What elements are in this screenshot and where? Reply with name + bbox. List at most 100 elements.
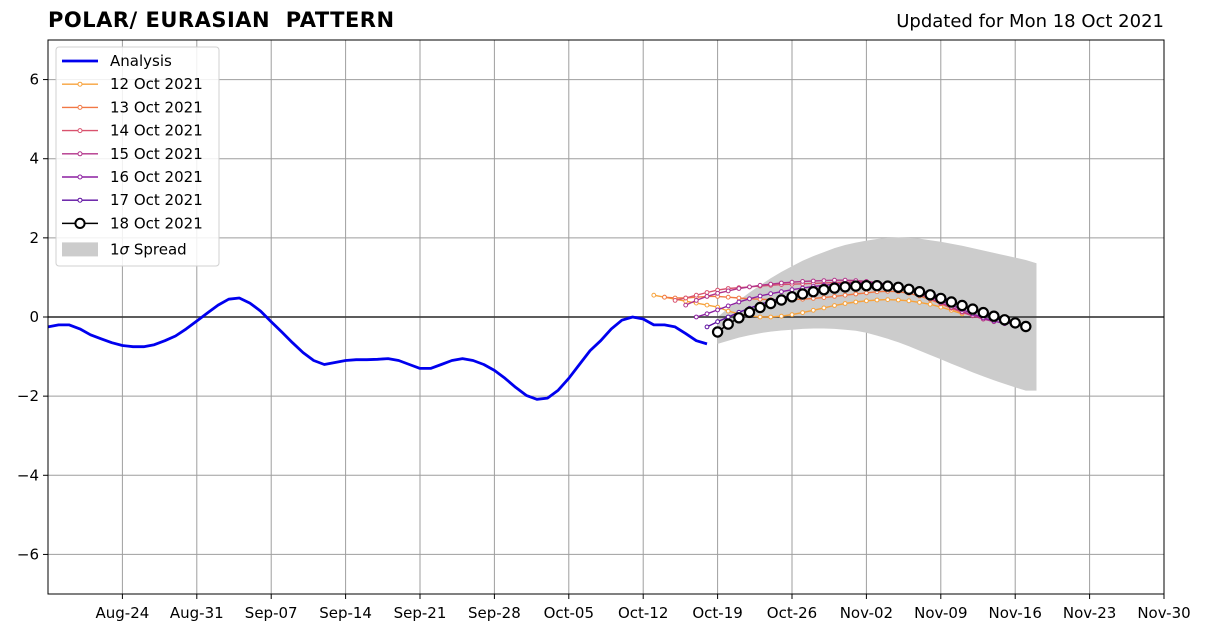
legend-forecast-label: 17 Oct 2021 [110,191,203,209]
forecast-point [853,299,859,305]
main-forecast-point [871,280,883,292]
x-tick-label: Nov-02 [840,604,893,622]
forecast-point [789,312,795,318]
main-forecast-point [733,312,745,324]
forecast-point [704,302,710,308]
spread-band [717,237,1037,391]
spread-area [717,237,1037,391]
forecast-point [927,301,933,307]
x-tick-label: Nov-09 [914,604,967,622]
forecast-point [725,314,731,320]
main-forecast-point [998,314,1011,326]
main-forecast-point [967,303,979,315]
y-tick-label: −2 [17,387,39,405]
forecast-point [725,308,731,314]
x-axis-ticks: Aug-24 Aug-31 Sep-07 Sep-14 Sep-21 Sep-28 Oct-… [96,594,1191,622]
forecast-point [725,303,731,309]
legend-forecast-label: 12 Oct 2021 [110,75,203,93]
y-tick-label: −4 [17,466,39,484]
forecast-point [747,296,752,302]
forecast-point [747,284,752,290]
chart-title: POLAR/ EURASIAN PATTERN [48,8,395,32]
forecast-point [874,297,880,303]
forecast-point [810,307,816,313]
main-forecast-point [807,286,820,298]
forecast-point [832,277,837,283]
forecast-point [757,282,763,288]
main-forecast-point [850,280,862,292]
forecast-point [757,293,763,299]
legend-forecast-marker [77,104,83,110]
forecast-point [789,287,795,293]
analysis-line [47,296,708,401]
forecast-point [779,280,784,286]
x-tick-label: Nov-30 [1137,604,1190,622]
x-tick-label: Sep-28 [468,604,521,622]
main-forecast-point [1009,317,1021,329]
x-tick-label: Oct-12 [618,604,668,622]
forecast-point [779,289,784,295]
forecast-point [704,311,710,317]
main-forecast-point [945,296,958,308]
legend-main-marker [74,217,86,229]
x-tick-label: Nov-16 [989,604,1042,622]
y-tick-label: 6 [29,71,39,89]
legend-box [55,46,220,267]
series-lines [47,277,1032,401]
legend-forecast-marker [77,81,83,87]
main-forecast-point [722,318,734,330]
x-tick-label: Nov-23 [1063,604,1116,622]
main-forecast-point [860,280,873,292]
forecast-point [779,313,784,319]
x-tick-label: Sep-21 [394,604,447,622]
legend-forecast-label: 15 Oct 2021 [110,145,203,163]
legend-spread-label: 1σ Spread [110,240,187,258]
forecast-point [715,307,720,313]
forecast-point [789,279,795,285]
main-forecast-point [828,282,841,294]
forecast-point [768,291,774,297]
main-forecast-point [956,299,968,312]
x-tick-label: Oct-26 [767,604,817,622]
forecast-point [885,297,891,303]
main-forecast-point [913,286,926,298]
forecast-point [693,292,699,298]
legend-analysis-label: Analysis [110,52,172,70]
forecast-point [693,314,699,320]
forecast-point [651,292,657,298]
legend-forecast-label: 16 Oct 2021 [110,168,203,186]
legend-forecast-marker [77,151,83,157]
y-tick-label: −6 [17,545,39,563]
forecast-point [842,301,848,306]
main-forecast-point [711,326,724,338]
x-tick-label: Oct-19 [692,604,742,622]
forecast-point [736,286,742,291]
main-forecast-point [786,291,798,303]
forecast-point [864,298,869,304]
forecast-point [704,290,710,295]
forecast-point [768,281,774,287]
forecast-point [704,294,710,299]
main-forecast-point [775,294,788,306]
y-tick-label: 2 [29,229,39,247]
forecast-point [800,310,805,316]
legend-forecast-marker [77,128,83,134]
forecast-point [736,295,742,301]
x-tick-label: Aug-31 [170,604,224,622]
main-forecast-point [754,301,766,314]
x-tick-label: Aug-24 [96,604,150,622]
forecast-point [768,314,774,320]
forecast-point [917,300,922,305]
legend-forecast-marker [77,174,83,180]
x-tick-label: Oct-05 [544,604,594,622]
legend: Analysis 12 Oct 2021 13 Oct 2021 14 Oct 202… [55,46,220,267]
updated-date: Updated for Mon 18 Oct 2021 [896,11,1164,32]
forecast-point [821,278,827,284]
main-forecast-point [818,284,830,296]
main-forecast-point [935,292,947,305]
forecast-point [842,292,848,298]
forecast-point [725,294,731,300]
legend-spread-swatch [62,242,98,257]
main-forecast-point [743,306,756,318]
